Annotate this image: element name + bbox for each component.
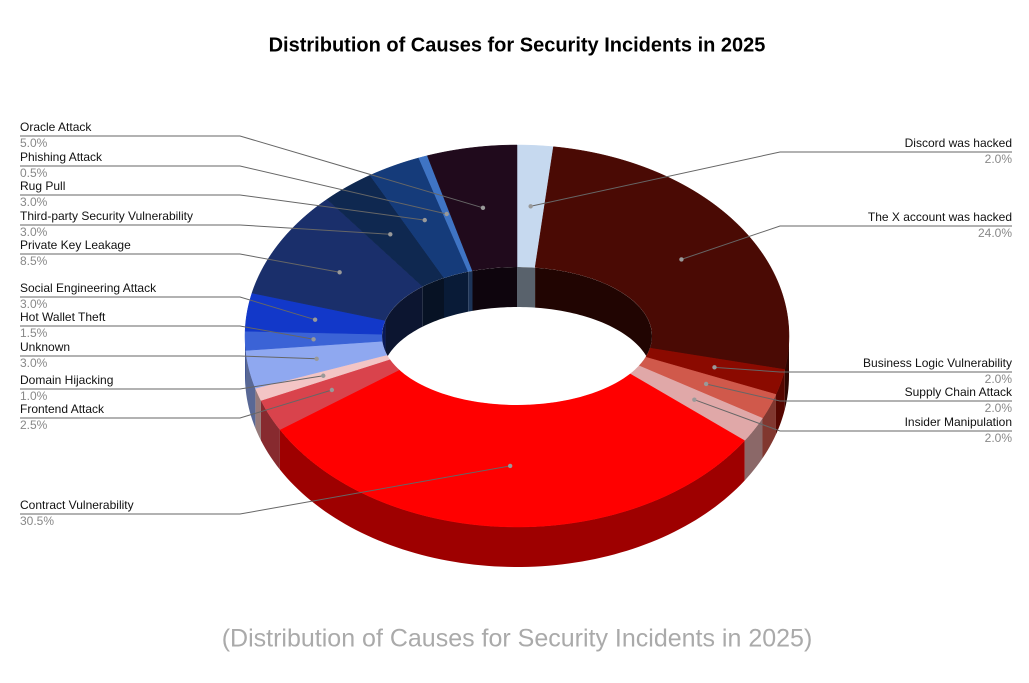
label-value: 0.5% xyxy=(20,166,48,180)
label-name: Rug Pull xyxy=(20,179,65,193)
leader-line xyxy=(20,325,314,340)
slice-inner-wall xyxy=(517,267,536,308)
slice-side xyxy=(744,418,763,481)
slice-inner-wall xyxy=(472,267,517,311)
label-value: 3.0% xyxy=(20,195,48,209)
leader-line xyxy=(20,135,484,209)
label-name: Insider Manipulation xyxy=(905,415,1012,429)
leader-dot xyxy=(528,204,533,209)
slice-inner-wall xyxy=(444,271,469,318)
leader-line xyxy=(20,465,511,515)
leader-line xyxy=(20,296,316,321)
slice-inner-wall xyxy=(535,267,652,376)
leader-dot xyxy=(329,387,335,393)
slice-side xyxy=(245,350,256,429)
leader-dot xyxy=(312,317,318,322)
slice-inner-wall xyxy=(422,277,445,327)
leader-dot xyxy=(311,337,316,342)
label-name: Social Engineering Attack xyxy=(20,281,157,295)
inner-walls xyxy=(382,267,652,376)
slice-side xyxy=(279,429,745,567)
slice-inner-wall xyxy=(385,286,423,361)
label-name: Hot Wallet Theft xyxy=(20,310,106,324)
leader-dot xyxy=(679,257,684,262)
slice-side xyxy=(260,400,280,470)
leader-dot xyxy=(321,373,326,378)
leader-dot xyxy=(507,463,513,469)
label-value: 30.5% xyxy=(20,514,54,528)
label-value: 2.0% xyxy=(985,372,1013,386)
leader-line xyxy=(20,253,340,273)
label-name: Frontend Attack xyxy=(20,402,105,416)
label-value: 1.5% xyxy=(20,326,48,340)
label-value: 3.0% xyxy=(20,225,48,239)
label-value: 2.0% xyxy=(985,431,1013,445)
leader-line xyxy=(20,355,317,360)
leader-line xyxy=(694,399,1012,432)
leader-line xyxy=(705,383,1012,402)
label-name: The X account was hacked xyxy=(868,210,1012,224)
leader-dot xyxy=(314,356,319,362)
leader-dot xyxy=(692,397,697,402)
label-value: 3.0% xyxy=(20,297,48,311)
leader-dot xyxy=(712,365,717,370)
leader-line xyxy=(681,225,1012,260)
label-value: 2.5% xyxy=(20,418,48,432)
leader-line xyxy=(20,165,447,215)
leader-dot xyxy=(480,205,486,211)
label-value: 8.5% xyxy=(20,254,48,268)
label-value: 5.0% xyxy=(20,136,48,150)
outer-walls xyxy=(245,336,789,567)
label-name: Business Logic Vulnerability xyxy=(863,356,1012,370)
label-value: 3.0% xyxy=(20,356,48,370)
label-value: 24.0% xyxy=(978,226,1012,240)
leader-dot xyxy=(444,211,449,217)
slice-side xyxy=(775,369,785,435)
leader-line xyxy=(530,151,1012,207)
leader-line xyxy=(714,366,1012,373)
label-name: Contract Vulnerability xyxy=(20,498,134,512)
leader-dot xyxy=(388,232,393,237)
label-name: Oracle Attack xyxy=(20,120,92,134)
leader-line xyxy=(20,194,425,221)
leader-line xyxy=(20,375,324,390)
leader-dot xyxy=(422,217,427,223)
label-name: Unknown xyxy=(20,340,70,354)
chart-subtitle: (Distribution of Causes for Security Inc… xyxy=(222,625,813,653)
chart-title: Distribution of Causes for Security Inci… xyxy=(269,34,766,56)
leader-line xyxy=(20,389,333,419)
label-value: 2.0% xyxy=(985,152,1013,166)
leader-dot xyxy=(337,270,342,275)
label-name: Discord was hacked xyxy=(905,136,1012,150)
label-name: Phishing Attack xyxy=(20,150,103,164)
label-name: Third-party Security Vulnerability xyxy=(20,209,193,223)
label-value: 1.0% xyxy=(20,389,48,403)
label-name: Supply Chain Attack xyxy=(905,385,1013,399)
slice-inner-wall xyxy=(468,270,473,312)
leader-line xyxy=(20,224,391,235)
leader-dot xyxy=(703,381,709,387)
label-name: Private Key Leakage xyxy=(20,238,131,252)
slice-side xyxy=(255,388,261,441)
slice-side xyxy=(762,394,776,459)
label-name: Domain Hijacking xyxy=(20,373,113,387)
label-value: 2.0% xyxy=(985,401,1013,415)
